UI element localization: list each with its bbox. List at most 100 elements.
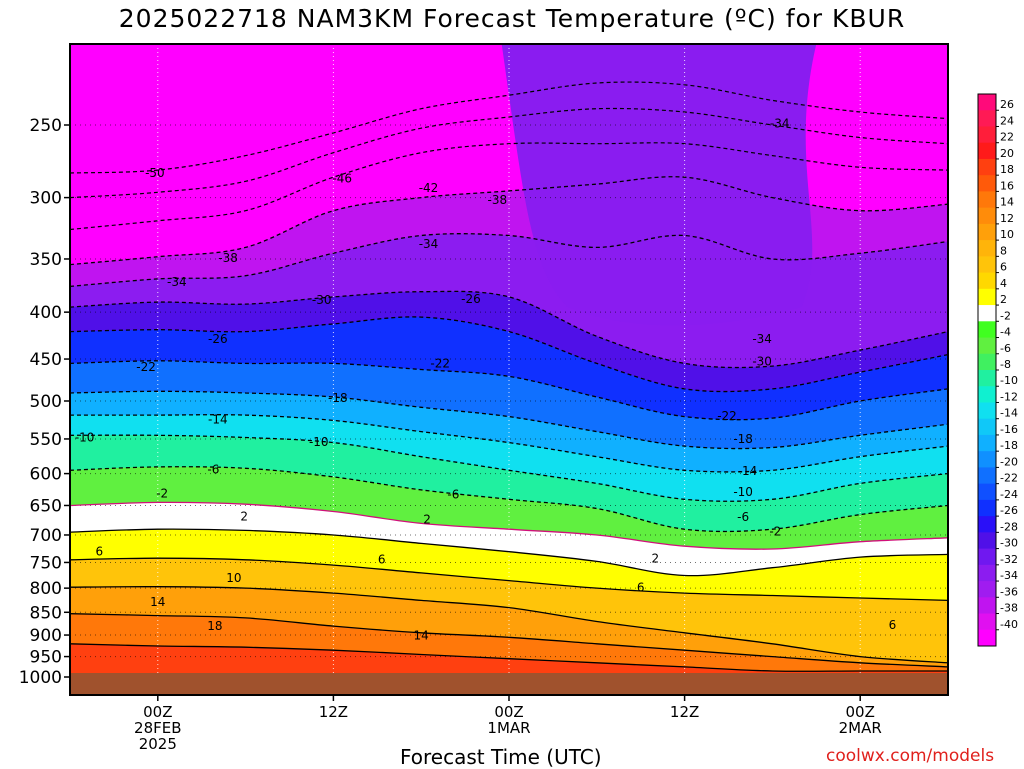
isotherm-layer xyxy=(70,81,948,672)
colorbar-swatch-25 xyxy=(978,499,996,517)
contour-label-23: -2 xyxy=(156,487,168,501)
colorbar-swatch-6 xyxy=(978,191,996,209)
contour-label-5: -38 xyxy=(218,251,238,265)
colorbar-label-9: 8 xyxy=(1000,244,1007,257)
x-tick-label-4-0: 00Z xyxy=(846,703,875,721)
colorbar-label-2: 22 xyxy=(1000,131,1014,144)
colorbar-label-19: -14 xyxy=(1000,407,1018,420)
isotherm--30 xyxy=(70,290,948,369)
x-tick-label-2-1: 1MAR xyxy=(487,719,530,737)
contour-label-18: -10 xyxy=(75,431,95,445)
contour-label-21: -6 xyxy=(207,463,219,477)
x-tick-label-2-0: 00Z xyxy=(494,703,523,721)
colorbar-label-14: -4 xyxy=(1000,326,1011,339)
contour-label-16: -22 xyxy=(717,409,737,423)
ground-surface xyxy=(70,672,948,695)
chart-title: 2025022718 NAM3KM Forecast Temperature (… xyxy=(118,4,906,33)
contour-label-36: 18 xyxy=(207,619,222,633)
isotherm--34 xyxy=(70,233,948,288)
colorbar-label-31: -38 xyxy=(1000,602,1018,615)
contour-label-19: -10 xyxy=(309,435,329,449)
colorbar-label-1: 24 xyxy=(1000,114,1014,127)
colorbar-swatch-2 xyxy=(978,126,996,144)
colorbar-label-16: -8 xyxy=(1000,358,1011,371)
contour-label-0: -50 xyxy=(145,166,165,180)
x-tick-label-4-1: 2MAR xyxy=(839,719,882,737)
x-tick-label-1-0: 12Z xyxy=(319,703,348,721)
colorbar-label-3: 20 xyxy=(1000,147,1014,160)
colorbar-label-15: -6 xyxy=(1000,342,1011,355)
y-tick-label-850: 850 xyxy=(30,603,62,623)
contour-label-28: 2 xyxy=(423,512,431,526)
colorbar-swatch-18 xyxy=(978,386,996,403)
colorbar-swatch-5 xyxy=(978,175,996,192)
y-tick-label-400: 400 xyxy=(30,303,62,323)
colorbar-label-23: -22 xyxy=(1000,472,1018,485)
contour-label-1: -46 xyxy=(332,172,352,186)
colorbar-label-0: 26 xyxy=(1000,98,1014,111)
contour-label-24: -6 xyxy=(447,487,459,501)
isotherm--42 xyxy=(70,142,948,231)
colorbar-swatch-12 xyxy=(978,288,996,306)
colorbar-swatch-8 xyxy=(978,223,996,241)
colorbar-label-5: 16 xyxy=(1000,179,1014,192)
x-tick-label-0-1: 28FEB xyxy=(134,719,181,737)
colorbar-swatch-32 xyxy=(978,613,996,631)
colorbar-swatch-28 xyxy=(978,548,996,566)
colorbar-swatch-22 xyxy=(978,451,996,468)
contour-label-13: -22 xyxy=(136,360,156,374)
contour-label-10: -26 xyxy=(208,332,228,346)
y-tick-label-950: 950 xyxy=(30,648,62,668)
contour-label-22: -14 xyxy=(738,464,758,478)
colorbar-label-28: -32 xyxy=(1000,553,1018,566)
colorbar-label-29: -34 xyxy=(1000,569,1018,582)
y-tick-label-350: 350 xyxy=(30,250,62,270)
colorbar-label-18: -12 xyxy=(1000,390,1018,403)
contour-label-12: -30 xyxy=(752,355,772,369)
colorbar-swatch-30 xyxy=(978,581,996,598)
colorbar-swatch-33 xyxy=(978,629,996,647)
contour-label-14: -22 xyxy=(430,356,450,370)
colorbar-swatch-11 xyxy=(978,272,996,290)
y-tick-label-550: 550 xyxy=(30,430,62,450)
colorbar-swatch-17 xyxy=(978,370,996,387)
colorbar-swatch-29 xyxy=(978,564,996,582)
site-credit[interactable]: coolwx.com/models xyxy=(826,746,995,766)
isotherm--46 xyxy=(70,107,948,199)
colorbar-swatch-16 xyxy=(978,353,996,371)
colorbar-swatch-26 xyxy=(978,516,996,533)
isotherm-14 xyxy=(70,613,948,668)
contour-label-38: 6 xyxy=(889,618,897,632)
colorbar-label-32: -40 xyxy=(1000,618,1018,631)
colorbar-swatch-21 xyxy=(978,434,996,452)
contour-label-27: -6 xyxy=(737,510,749,524)
y-tick-label-300: 300 xyxy=(30,189,62,209)
colorbar-swatch-31 xyxy=(978,597,996,615)
isotherm--14 xyxy=(70,414,948,473)
colorbar-label-26: -28 xyxy=(1000,520,1018,533)
contour-label-37: 14 xyxy=(414,628,429,642)
colorbar-label-21: -18 xyxy=(1000,439,1018,452)
colorbar-label-22: -20 xyxy=(1000,455,1018,468)
cold-core-region xyxy=(501,44,817,326)
colorbar-label-10: 6 xyxy=(1000,261,1007,274)
colorbar-swatch-1 xyxy=(978,110,996,127)
colorbar-label-12: 2 xyxy=(1000,293,1007,306)
contour-label-3: -38 xyxy=(487,193,507,207)
isotherm--38 xyxy=(70,176,948,266)
contour-label-33: 10 xyxy=(226,571,241,585)
x-tick-label-3-0: 12Z xyxy=(670,703,699,721)
contour-label-25: -10 xyxy=(733,485,753,499)
isotherm--6 xyxy=(70,466,948,533)
isotherm--22 xyxy=(70,360,948,421)
contour-label-30: 6 xyxy=(95,545,103,559)
isotherm--10 xyxy=(70,434,948,502)
colorbar-swatch-7 xyxy=(978,207,996,225)
x-axis-title: Forecast Time (UTC) xyxy=(400,745,602,769)
isotherm--26 xyxy=(70,316,948,393)
y-tick-label-900: 900 xyxy=(30,626,62,646)
contour-label-8: -30 xyxy=(312,293,332,307)
colorbar-swatch-20 xyxy=(978,418,996,436)
